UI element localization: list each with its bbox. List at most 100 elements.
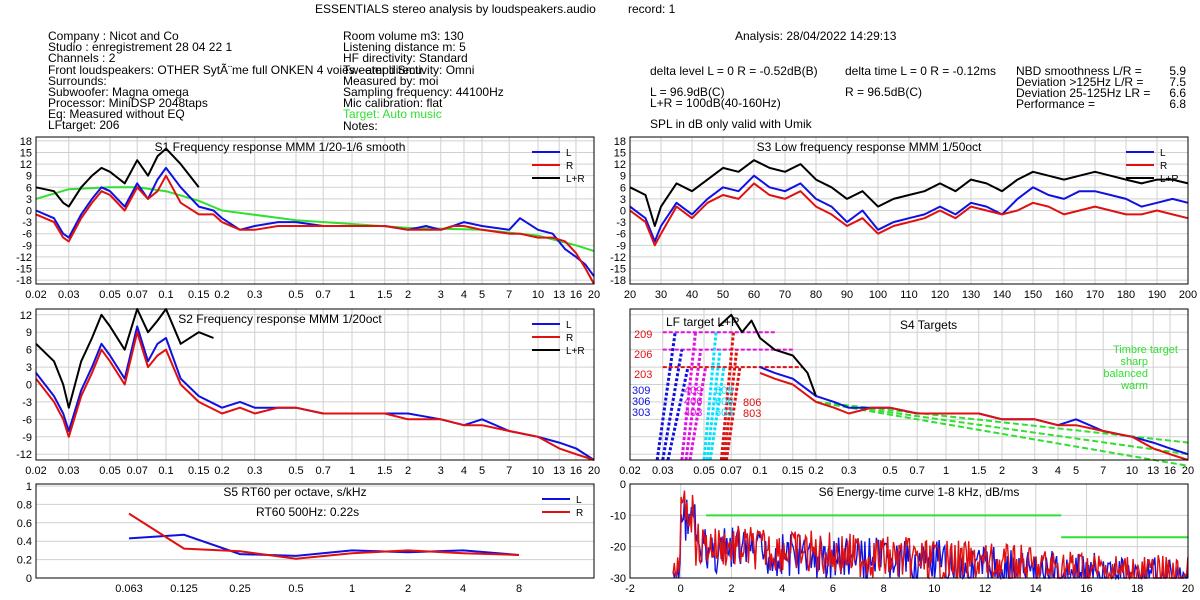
- series-line-l: [35, 166, 595, 277]
- l-spl: L = 96.9dB(C): [650, 85, 725, 99]
- x-tick-label: 7: [1100, 465, 1106, 477]
- lf-code: 603: [715, 407, 733, 419]
- x-tick-label: 2: [999, 465, 1005, 477]
- x-tick-label: 0.07: [720, 465, 741, 477]
- x-tick-label: 20: [1182, 465, 1194, 477]
- y-tick-label: -9: [22, 432, 32, 444]
- info-studio: Studio : enregistrement 28 04 22 1: [48, 40, 233, 54]
- x-tick-label: 0.02: [25, 465, 46, 477]
- lf-code: 806: [743, 397, 761, 409]
- chart-s3: 20 30 40 50 60 70 80 90 100 110 120 130 140 150 160 170…: [610, 136, 1197, 301]
- x-tick-label: 0.3: [247, 465, 262, 477]
- y-tick-label: 18: [614, 136, 626, 148]
- y-tick-label: -3: [616, 217, 626, 229]
- x-tick-label: 0.5: [288, 465, 303, 477]
- y-tick-label: -12: [16, 252, 32, 264]
- x-tick-label: 1: [943, 465, 949, 477]
- y-tick-label: 6: [620, 182, 626, 194]
- x-tick-label: 2: [405, 465, 411, 477]
- x-tick-label: 130: [962, 289, 980, 301]
- x-tick-label: 20: [624, 289, 636, 301]
- x-tick-label: 1.5: [971, 465, 986, 477]
- y-tick-label: 0: [26, 206, 32, 218]
- info-channels: Channels : 2: [48, 51, 116, 65]
- x-tick-label: 0.5: [288, 289, 303, 301]
- x-tick-label: 3: [438, 289, 444, 301]
- series-line-lplusr: [629, 159, 1189, 227]
- y-tick-label: -6: [616, 229, 626, 241]
- chart-s1: 0.02 0.03 0.05 0.07 0.1 0.15 0.2 0.3 0.5 0.7 1 1.5 2…: [16, 136, 600, 301]
- legend-label: R: [566, 333, 573, 344]
- lf-code: 206: [634, 349, 652, 361]
- x-tick-label: 10: [928, 583, 940, 595]
- x-tick-label: 20: [588, 465, 600, 477]
- x-tick-label: 4: [1055, 465, 1061, 477]
- y-tick-label: 0: [620, 206, 626, 218]
- metric-value: 6.8: [1169, 97, 1186, 111]
- info-front: Front loudspeakers: OTHER SytÃ¨me full O…: [48, 63, 423, 77]
- x-tick-label: 13: [553, 465, 565, 477]
- x-tick-label: 0.2: [808, 465, 823, 477]
- y-tick-label: 12: [614, 159, 626, 171]
- info-eq: Eq: Measured without EQ: [48, 107, 185, 121]
- chart-title: S5 RT60 per octave, s/kHz: [223, 485, 366, 499]
- lf-rolloff-line: [708, 366, 726, 461]
- x-tick-label: 0.25: [229, 583, 250, 595]
- chart-title: S2 Frequency response MMM 1/20oct: [178, 312, 382, 326]
- spl-note: SPL in dB only valid with Umik: [650, 117, 812, 131]
- x-tick-label: 180: [1117, 289, 1135, 301]
- report-title: ESSENTIALS stereo analysis by loudspeake…: [315, 2, 596, 16]
- x-tick-label: 0.1: [752, 465, 767, 477]
- delta-level: delta level L = 0 R = -0.52dB(B): [650, 64, 818, 78]
- info-company: Company : Nicot and Co: [48, 29, 179, 43]
- x-tick-label: 0.7: [910, 465, 925, 477]
- lf-code: 403: [684, 407, 702, 419]
- info-subwoofer: Subwoofer: Magna omega: [48, 85, 189, 99]
- x-tick-label: 0.1: [158, 465, 173, 477]
- x-tick-label: 110: [900, 289, 918, 301]
- plot-frame: [35, 308, 595, 461]
- lf-rolloff-line: [661, 349, 684, 461]
- legend-label: R: [1160, 161, 1167, 172]
- x-tick-label: 170: [1086, 289, 1104, 301]
- legend-label: L+R: [566, 346, 585, 357]
- x-tick-label: 0.07: [126, 465, 147, 477]
- timbre-warm: warm: [1120, 380, 1148, 392]
- x-tick-label: 100: [869, 289, 887, 301]
- r-spl: R = 96.5dB(C): [845, 85, 923, 99]
- x-tick-label: 20: [588, 289, 600, 301]
- series-line-lplusr: [35, 308, 214, 409]
- y-tick-label: 9: [26, 327, 32, 339]
- y-tick-label: 9: [26, 171, 32, 183]
- x-tick-label: 1.5: [377, 289, 392, 301]
- x-tick-label: 13: [553, 289, 565, 301]
- info-room-volume: Room volume m3: 130: [343, 29, 464, 43]
- chart-title: S4 Targets: [900, 318, 957, 332]
- lf-rolloff-line: [684, 349, 703, 461]
- series-line-lplusr: [35, 147, 200, 208]
- lf-code: 306: [632, 396, 650, 408]
- series-line-l: [35, 325, 595, 461]
- record-label: record: 1: [628, 2, 676, 16]
- x-tick-label: 160: [1055, 289, 1073, 301]
- y-tick-label: -6: [22, 229, 32, 241]
- x-tick-label: 7: [506, 465, 512, 477]
- lf-code: 406: [684, 396, 702, 408]
- x-tick-label: 12: [979, 583, 991, 595]
- info-surrounds: Surrounds:: [48, 74, 107, 88]
- chart-title: S6 Energy-time curve 1-8 kHz, dB/ms: [819, 485, 1020, 499]
- x-tick-label: 90: [841, 289, 853, 301]
- y-tick-label: 0.8: [17, 499, 32, 511]
- x-tick-label: 0.05: [693, 465, 714, 477]
- x-tick-label: 3: [1032, 465, 1038, 477]
- info-tweeter: Tweeter directivity: Omni: [343, 63, 475, 77]
- x-tick-label: 8: [881, 583, 887, 595]
- x-tick-label: 0.07: [126, 289, 147, 301]
- x-tick-label: 20: [1182, 583, 1194, 595]
- legend-label: L: [566, 148, 572, 159]
- chart-s2: 0.02 0.03 0.05 0.07 0.1 0.15 0.2 0.3 0.5 0.7 1 1.5 2…: [16, 308, 600, 477]
- analysis-date: Analysis: 28/04/2022 14:29:13: [735, 29, 897, 43]
- y-tick-label: -12: [610, 252, 626, 264]
- metric-value: 6.6: [1169, 86, 1186, 100]
